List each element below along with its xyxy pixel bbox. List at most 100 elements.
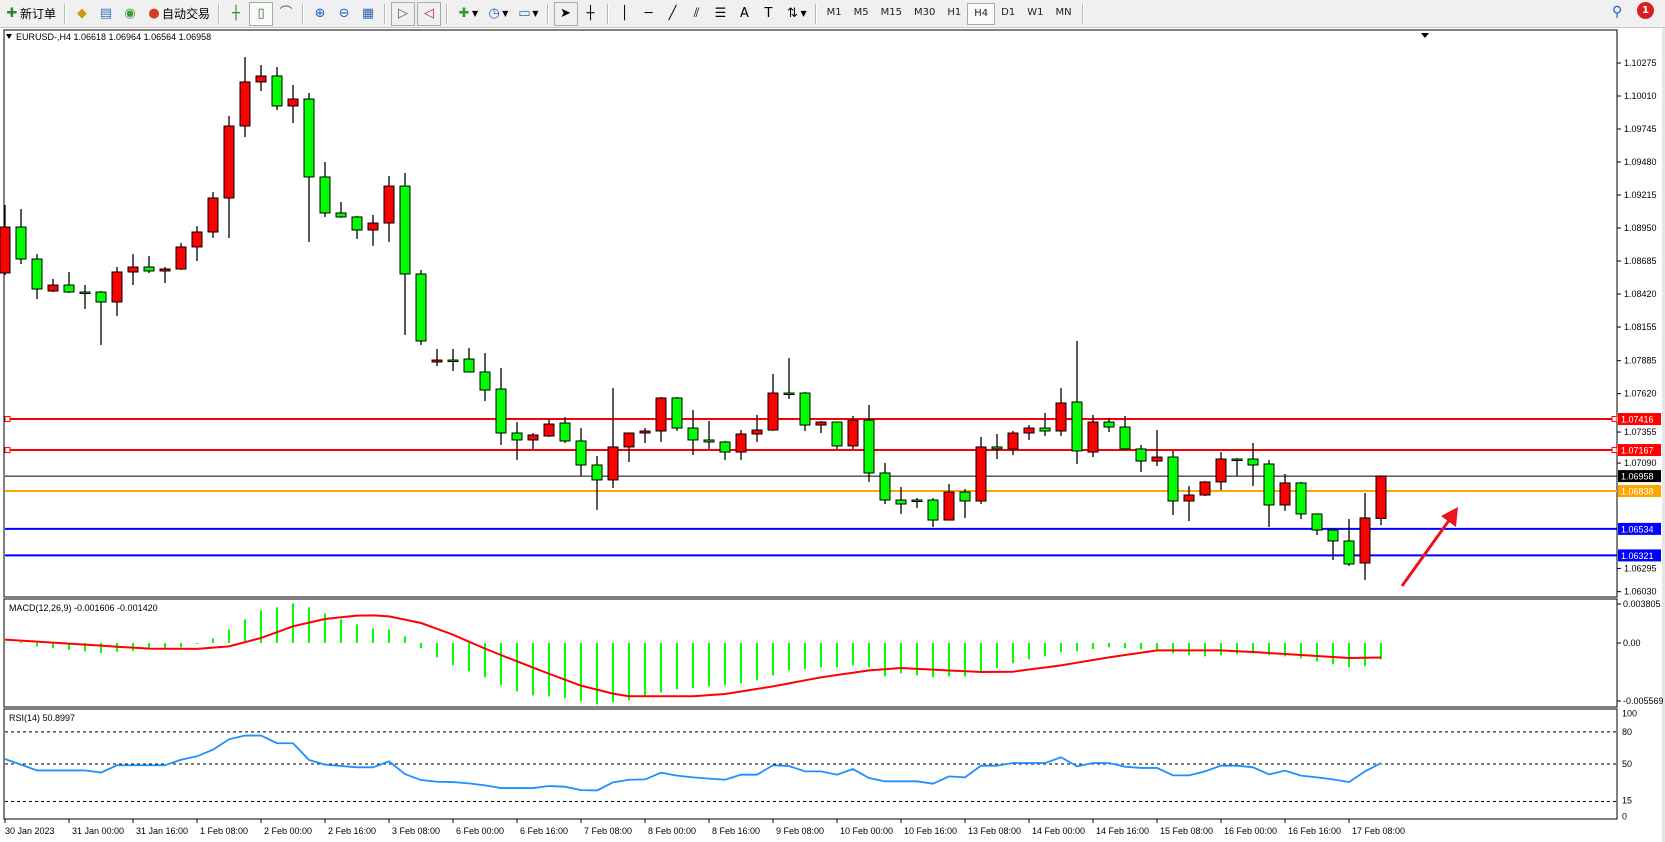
price-tick-label: 1.08155 (1624, 322, 1657, 332)
text-label-button[interactable]: T (758, 3, 780, 25)
candle-body (1247, 458, 1259, 466)
candle-body (1215, 458, 1227, 483)
candle (863, 404, 875, 482)
candlestick-button[interactable]: ▯ (249, 1, 274, 26)
price-tick-label: 1.10275 (1624, 58, 1657, 68)
horizontal-line-button[interactable]: ─ (638, 3, 660, 25)
chart-shift-button[interactable]: ▷ (391, 1, 416, 26)
history-button[interactable]: ◆ (71, 3, 93, 25)
signals-button[interactable]: ◉ (119, 3, 141, 25)
autoscroll-button[interactable]: ◁ (417, 1, 442, 26)
candle-body (1263, 463, 1275, 506)
bar-chart-button[interactable]: ┼ (225, 3, 247, 25)
timeframe-w1[interactable]: W1 (1027, 6, 1044, 18)
candle-body (1055, 402, 1067, 432)
chart-window[interactable]: EURUSD-,H4 1.06618 1.06964 1.06564 1.069… (0, 28, 1665, 842)
timeframe-h1[interactable]: H1 (947, 6, 962, 18)
candle-body (63, 284, 75, 293)
price-level-label: 1.06534 (1621, 524, 1654, 534)
price-level-label: 1.06321 (1621, 551, 1654, 561)
trendline-button[interactable]: ╱ (662, 3, 684, 25)
zoom-out-button[interactable]: ⊖ (333, 3, 355, 25)
text-button[interactable]: A (734, 3, 756, 25)
candle-body (15, 226, 27, 260)
collapse-triangle-icon[interactable] (6, 34, 12, 39)
candle (911, 498, 923, 508)
tile-windows-button[interactable]: ▦ (357, 3, 379, 25)
candle (239, 57, 251, 137)
fibonacci-button[interactable]: ☰ (710, 3, 732, 25)
candle (1023, 425, 1035, 440)
search-icon[interactable]: ⚲ (1612, 4, 1623, 20)
candle (655, 397, 667, 442)
time-label: 31 Jan 00:00 (72, 826, 124, 836)
auto-trading-button[interactable]: ● 自动交易 (143, 3, 213, 25)
candle (0, 204, 11, 275)
indicators-button[interactable]: ✚ ▼ (453, 3, 481, 25)
time-label: 10 Feb 00:00 (840, 826, 893, 836)
text-label-icon: T (764, 5, 773, 21)
zoom-in-button[interactable]: ⊕ (309, 3, 331, 25)
arrow-annotation[interactable] (1400, 507, 1458, 587)
separator (814, 3, 817, 24)
timeframe-m5[interactable]: M5 (853, 6, 869, 18)
candlestick-icon: ▯ (257, 5, 265, 21)
chart-shift-marker-icon[interactable] (1421, 33, 1429, 38)
candle-body (1343, 540, 1355, 565)
timeframe-d1[interactable]: D1 (1001, 6, 1016, 18)
candle (303, 93, 315, 242)
market-watch-icon: ▤ (99, 5, 113, 21)
time-label: 8 Feb 16:00 (712, 826, 760, 836)
candle-body (655, 397, 667, 432)
line-chart-button[interactable]: ⌒ (275, 3, 297, 25)
candle-body (367, 222, 379, 231)
templates-icon: ▭ (518, 5, 531, 21)
timeframe-mn[interactable]: MN (1055, 6, 1072, 18)
timeframe-h4[interactable]: H4 (967, 2, 996, 25)
candle-body (207, 197, 219, 233)
candle (671, 397, 683, 432)
candle (767, 373, 779, 432)
new-order-button[interactable]: ✚ 新订单 (1, 3, 59, 25)
candle (223, 115, 235, 238)
periods-button[interactable]: ◷ ▼ (483, 3, 511, 25)
candle (639, 428, 651, 443)
timeframe-m15[interactable]: M15 (880, 6, 903, 18)
line-handle-icon (1611, 416, 1618, 423)
candle (255, 65, 267, 92)
auto-trading-label: 自动交易 (162, 7, 211, 21)
autoscroll-icon: ◁ (424, 5, 435, 21)
candle-body (143, 266, 155, 272)
candle (943, 483, 955, 521)
candle (719, 440, 731, 461)
candle (1183, 486, 1195, 522)
candle (559, 416, 571, 443)
candle-body (1087, 421, 1099, 453)
price-tick-label: 1.06030 (1624, 587, 1657, 597)
timeframe-m30[interactable]: M30 (914, 6, 936, 18)
templates-button[interactable]: ▭ ▼ (513, 3, 541, 25)
channel-button[interactable]: ⫽ (686, 3, 708, 25)
market-watch-button[interactable]: ▤ (95, 3, 117, 25)
candle (527, 433, 539, 449)
candle-body (927, 499, 939, 521)
time-label: 13 Feb 08:00 (968, 826, 1021, 836)
candle (511, 422, 523, 461)
candle-body (719, 441, 731, 453)
crosshair-button[interactable]: ┼ (580, 3, 602, 25)
candle (1311, 513, 1323, 535)
candle-body (319, 176, 331, 214)
candle-body (495, 388, 507, 434)
notification-badge[interactable]: 1 (1637, 2, 1654, 19)
arrows-button[interactable]: ⇅ ▼ (782, 3, 810, 25)
dropdown-arrow-icon: ▼ (472, 9, 479, 18)
toolbar: ✚ 新订单 ◆ ▤ ◉ ● 自动交易 ┼ ▯ ⌒ ⊕ ⊖ ▦ ▷ ◁ ✚ ▼ ◷ ▼ ▭… (0, 0, 1665, 28)
cursor-button[interactable]: ➤ (553, 1, 578, 26)
timeframe-m1[interactable]: M1 (826, 6, 842, 18)
vertical-line-button[interactable]: │ (614, 3, 636, 25)
candle (1151, 430, 1163, 467)
price-tick-label: 1.07885 (1624, 356, 1657, 366)
time-label: 2 Feb 00:00 (264, 826, 312, 836)
candle-body (1119, 426, 1131, 450)
candle (447, 348, 459, 371)
